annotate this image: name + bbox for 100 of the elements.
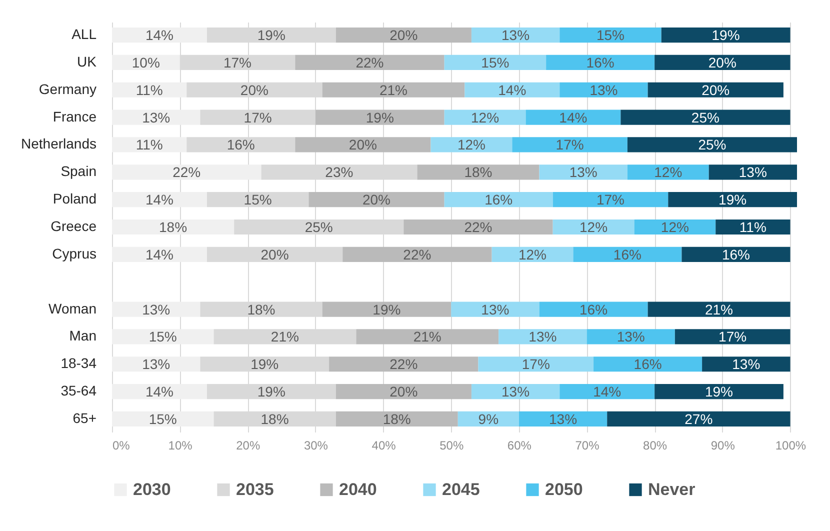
data-label: 18% bbox=[382, 410, 411, 427]
data-label: 20% bbox=[708, 54, 736, 70]
data-label: 15% bbox=[244, 192, 272, 208]
data-label: 19% bbox=[257, 27, 286, 44]
bar bbox=[648, 82, 784, 98]
data-label: 14% bbox=[593, 384, 622, 400]
data-label: 11% bbox=[136, 82, 163, 98]
bar bbox=[329, 356, 478, 372]
y-tick-label: 35-64 bbox=[60, 382, 97, 399]
bar bbox=[464, 82, 560, 98]
bar bbox=[552, 219, 634, 235]
data-label: 13% bbox=[502, 384, 530, 400]
data-label: 16% bbox=[722, 246, 750, 262]
bar bbox=[471, 27, 560, 43]
bar bbox=[295, 54, 444, 70]
bar bbox=[112, 219, 234, 235]
data-label: 19% bbox=[250, 356, 279, 372]
data-label: 19% bbox=[366, 109, 394, 126]
data-label: 19% bbox=[257, 384, 286, 400]
bar bbox=[560, 82, 648, 98]
x-tick-label: 50% bbox=[440, 438, 464, 452]
bar bbox=[478, 356, 594, 372]
bar bbox=[539, 164, 628, 180]
data-label: 17% bbox=[522, 356, 550, 372]
bar bbox=[654, 54, 790, 70]
data-label: 13% bbox=[569, 164, 598, 180]
y-tick-label: Spain bbox=[60, 163, 96, 180]
bar bbox=[539, 302, 648, 317]
y-tick-label: Germany bbox=[38, 80, 96, 97]
data-label: 11% bbox=[739, 219, 766, 235]
bar bbox=[627, 137, 797, 152]
y-tick-label: France bbox=[52, 108, 97, 124]
data-label: 18% bbox=[159, 219, 188, 235]
y-tick-label: Man bbox=[69, 328, 96, 344]
data-label: 12% bbox=[457, 136, 486, 153]
data-label: 25% bbox=[698, 136, 726, 153]
x-tick-label: 20% bbox=[236, 438, 260, 452]
data-label: 20% bbox=[260, 246, 289, 262]
bar bbox=[498, 329, 587, 344]
data-label: 18% bbox=[464, 164, 492, 180]
x-tick-label: 10% bbox=[168, 438, 193, 452]
data-label: 17% bbox=[556, 136, 584, 153]
bar bbox=[648, 302, 790, 317]
data-label: 20% bbox=[348, 136, 377, 153]
data-label: 22% bbox=[172, 164, 201, 180]
bar bbox=[668, 192, 797, 208]
data-label: 20% bbox=[702, 82, 730, 98]
data-label: 19% bbox=[712, 27, 740, 44]
bar bbox=[112, 302, 200, 317]
data-label: 13% bbox=[142, 109, 170, 126]
bar bbox=[560, 27, 662, 43]
data-label: 25% bbox=[304, 219, 333, 235]
data-label: 17% bbox=[596, 192, 625, 208]
x-tick-label: 80% bbox=[643, 438, 668, 452]
y-tick-label: 18-34 bbox=[60, 355, 97, 372]
bar bbox=[526, 110, 621, 125]
bar bbox=[708, 164, 797, 180]
bar bbox=[620, 110, 790, 125]
y-tick-label: UK bbox=[77, 53, 98, 70]
y-tick-label: Poland bbox=[52, 190, 96, 207]
data-label: 13% bbox=[549, 410, 578, 427]
data-label: 13% bbox=[528, 328, 557, 345]
bar bbox=[112, 27, 207, 43]
bar bbox=[560, 384, 655, 400]
bar bbox=[112, 384, 207, 400]
data-label: 19% bbox=[704, 384, 734, 400]
x-tick-label: 30% bbox=[304, 438, 328, 452]
data-label: 12% bbox=[654, 164, 682, 180]
bar bbox=[112, 110, 200, 125]
y-tick-label: 65+ bbox=[72, 410, 96, 426]
y-tick-label: Cyprus bbox=[52, 245, 96, 262]
data-label: 16% bbox=[586, 54, 614, 70]
y-tick-label: ALL bbox=[72, 26, 97, 42]
y-tick-label: Woman bbox=[48, 300, 96, 316]
bar bbox=[342, 246, 492, 262]
bar bbox=[634, 219, 716, 235]
data-label: 16% bbox=[634, 356, 662, 372]
data-label: 25% bbox=[691, 109, 720, 126]
data-label: 22% bbox=[403, 246, 432, 262]
y-tick-label: Greece bbox=[50, 218, 97, 234]
data-label: 11% bbox=[136, 136, 163, 153]
y-tick-label: Netherlands bbox=[21, 136, 96, 152]
data-label: 27% bbox=[684, 410, 713, 427]
bar bbox=[512, 137, 628, 152]
data-label: 13% bbox=[502, 27, 530, 44]
data-label: 21% bbox=[413, 328, 442, 345]
data-label: 13% bbox=[590, 82, 618, 98]
bar bbox=[336, 27, 472, 43]
x-tick-label: 60% bbox=[507, 438, 532, 452]
bar bbox=[444, 54, 546, 70]
bar bbox=[444, 192, 553, 208]
data-label: 17% bbox=[223, 54, 252, 70]
data-label: 18% bbox=[260, 410, 289, 427]
data-label: 13% bbox=[481, 301, 510, 318]
data-label: 23% bbox=[325, 164, 354, 180]
legend-label: 2030 bbox=[133, 480, 171, 499]
data-label: 19% bbox=[718, 192, 747, 208]
bar bbox=[594, 356, 702, 372]
x-tick-label: 0% bbox=[112, 438, 130, 452]
data-label: 14% bbox=[145, 192, 174, 208]
